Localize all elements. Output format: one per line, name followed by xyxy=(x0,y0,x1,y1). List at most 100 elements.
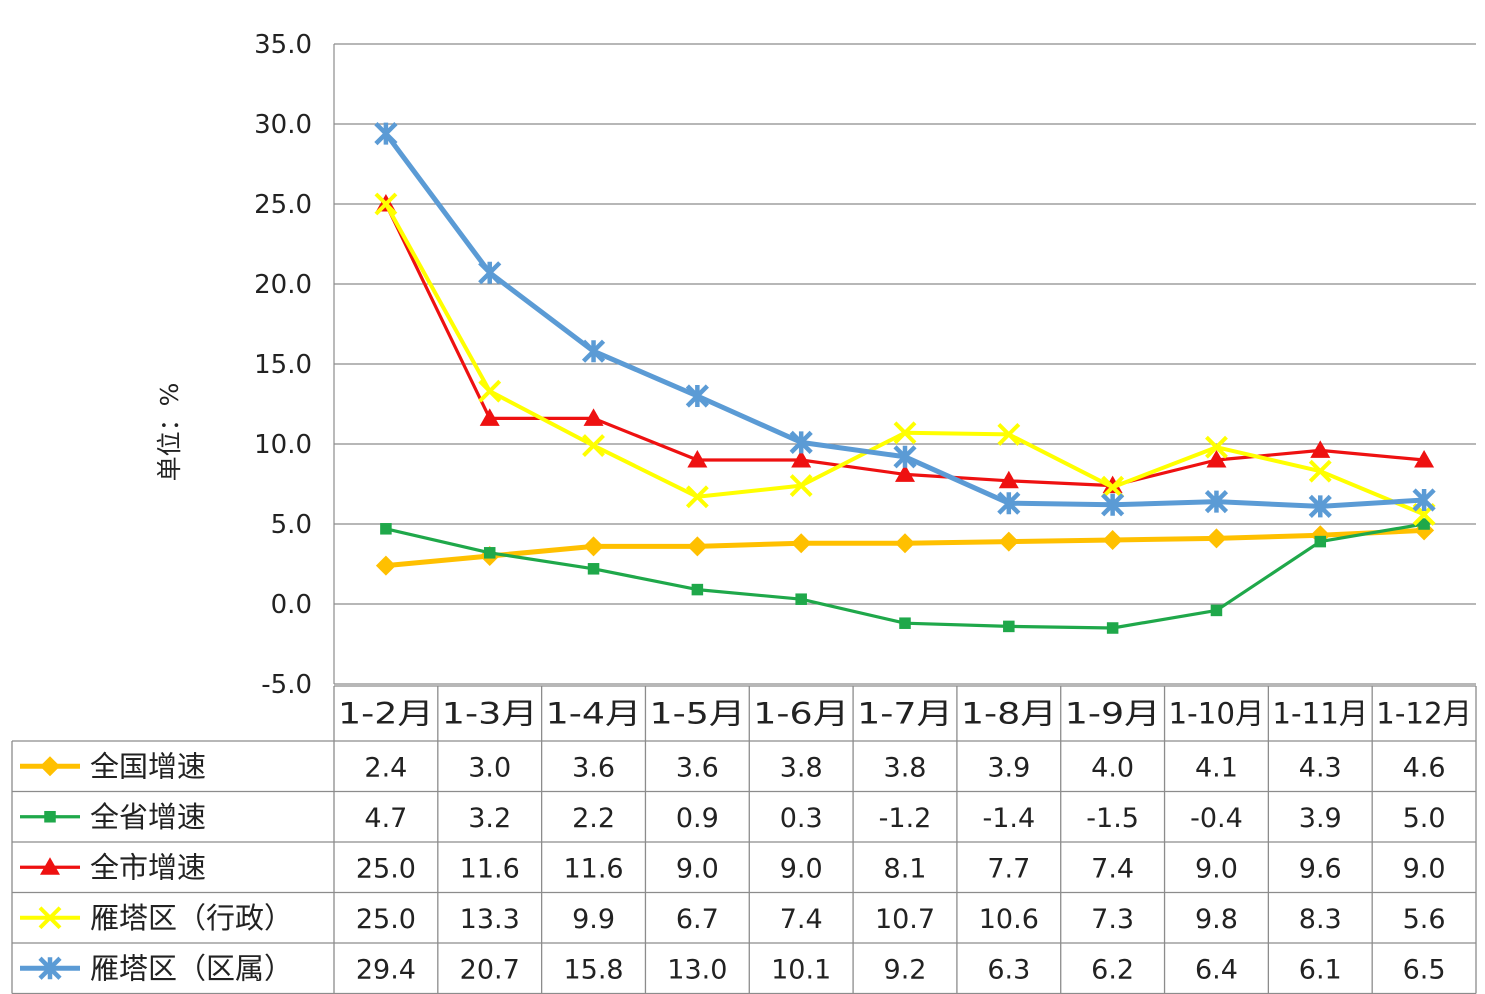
table-value: 6.4 xyxy=(1195,954,1238,985)
table-value: 6.1 xyxy=(1299,954,1342,985)
legend-marker xyxy=(40,756,60,777)
table-value: 4.6 xyxy=(1403,752,1446,783)
table-value: 6.5 xyxy=(1403,954,1446,985)
table-value: 7.4 xyxy=(1091,853,1134,884)
data-point xyxy=(478,261,502,285)
legend-entry: 雁塔区（行政） xyxy=(20,901,293,935)
data-point xyxy=(691,583,704,596)
data-point xyxy=(1102,475,1123,494)
table-value: 7.7 xyxy=(987,853,1030,884)
x-category-label: 1-9月 xyxy=(1065,697,1161,731)
data-point xyxy=(1205,435,1228,459)
table-value: 0.9 xyxy=(676,803,719,834)
table-value: 20.7 xyxy=(460,954,520,985)
data-point xyxy=(583,536,604,557)
table-value: 9.8 xyxy=(1195,904,1238,935)
data-point xyxy=(583,408,604,426)
x-category-label: 1-12月 xyxy=(1376,697,1472,731)
y-axis-tick-labels: -5.0 0.0 5.0 10.0 15.0 20.0 25.0 30.0 35.0 xyxy=(254,30,312,700)
data-point xyxy=(374,122,398,146)
legend-entry: 全国增速 xyxy=(20,749,206,783)
x-category-label: 1-10月 xyxy=(1169,697,1265,731)
table-value: 25.0 xyxy=(356,853,416,884)
table-value: -1.5 xyxy=(1086,803,1139,834)
data-point xyxy=(374,192,398,216)
table-value: 10.1 xyxy=(771,954,831,985)
y-tick-label: 30.0 xyxy=(254,110,312,140)
table-value: 6.2 xyxy=(1091,954,1134,985)
data-point xyxy=(687,536,708,557)
table-value: 4.1 xyxy=(1195,752,1238,783)
data-point xyxy=(582,434,605,458)
data-point xyxy=(1308,459,1332,483)
table-value: 7.3 xyxy=(1091,904,1134,935)
table-value: 2.2 xyxy=(572,803,615,834)
legend-marker xyxy=(40,857,60,875)
table-value: 8.1 xyxy=(884,853,927,884)
table-value: 3.9 xyxy=(1299,803,1342,834)
series-1 xyxy=(375,520,1435,576)
table-value: 9.0 xyxy=(1403,853,1446,884)
data-point xyxy=(893,445,917,469)
data-table: 1-2月 1-3月 1-4月 1-5月 1-6月 1-7月 1-8月 1-9月 1-10月 1-1… xyxy=(11,685,1477,994)
legend-entry: 全市增速 xyxy=(20,850,206,884)
table-value: 5.6 xyxy=(1403,904,1446,935)
legend-marker xyxy=(38,906,62,930)
table-value: 0.3 xyxy=(780,803,823,834)
data-point xyxy=(997,491,1021,515)
table-value: 9.0 xyxy=(780,853,823,884)
table-value: 6.3 xyxy=(987,954,1030,985)
y-tick-label: 20.0 xyxy=(254,270,312,300)
data-point xyxy=(998,470,1019,489)
x-category-label: 1-8月 xyxy=(961,697,1057,731)
y-tick-label: -5.0 xyxy=(261,670,312,700)
table-value: 9.9 xyxy=(572,904,615,935)
series-5 xyxy=(374,122,1436,518)
data-point xyxy=(1414,450,1435,468)
series-line xyxy=(384,203,1425,488)
data-point xyxy=(997,422,1021,446)
table-value: 3.2 xyxy=(468,803,511,834)
table-value: 9.6 xyxy=(1299,853,1342,884)
data-point xyxy=(791,450,812,468)
y-tick-label: 15.0 xyxy=(254,350,312,380)
x-category-label: 1-2月 xyxy=(338,697,434,731)
series-2 xyxy=(380,518,1430,634)
data-point xyxy=(795,593,807,605)
table-value: 10.7 xyxy=(875,904,935,935)
table-value: 3.6 xyxy=(572,752,615,783)
data-point xyxy=(998,531,1019,552)
y-axis-label: 单位：% xyxy=(155,383,184,482)
data-point xyxy=(685,384,709,408)
data-point xyxy=(1204,490,1229,514)
x-category-label: 1-3月 xyxy=(442,697,538,731)
table-value: -1.2 xyxy=(879,803,932,834)
table-value: 25.0 xyxy=(356,904,416,935)
data-point xyxy=(899,617,911,629)
table-value: 4.0 xyxy=(1091,752,1134,783)
legend-marker xyxy=(44,810,56,823)
y-tick-label: 0.0 xyxy=(271,590,312,620)
table-value: 3.0 xyxy=(468,752,511,783)
data-point xyxy=(1412,488,1436,512)
table-value: 6.7 xyxy=(676,904,719,935)
data-point xyxy=(1106,622,1119,634)
y-tick-label: 5.0 xyxy=(271,510,312,540)
table-value: 13.0 xyxy=(667,954,727,985)
series-name: 雁塔区（行政） xyxy=(90,901,293,935)
data-point xyxy=(687,450,708,468)
data-point xyxy=(483,547,496,559)
y-tick-label: 35.0 xyxy=(254,30,312,60)
data-point xyxy=(789,474,813,498)
table-value: 13.3 xyxy=(460,904,520,935)
legend-entry: 雁塔区（区属） xyxy=(20,951,293,985)
x-category-label: 1-6月 xyxy=(753,697,849,731)
table-value: 4.3 xyxy=(1299,752,1342,783)
data-point xyxy=(895,464,915,482)
legend-entry: 全省增速 xyxy=(20,800,206,834)
data-point xyxy=(1310,440,1331,458)
data-point xyxy=(1308,494,1332,518)
data-point xyxy=(1206,450,1227,468)
series-lines xyxy=(374,122,1436,634)
table-value: 29.4 xyxy=(356,954,416,985)
